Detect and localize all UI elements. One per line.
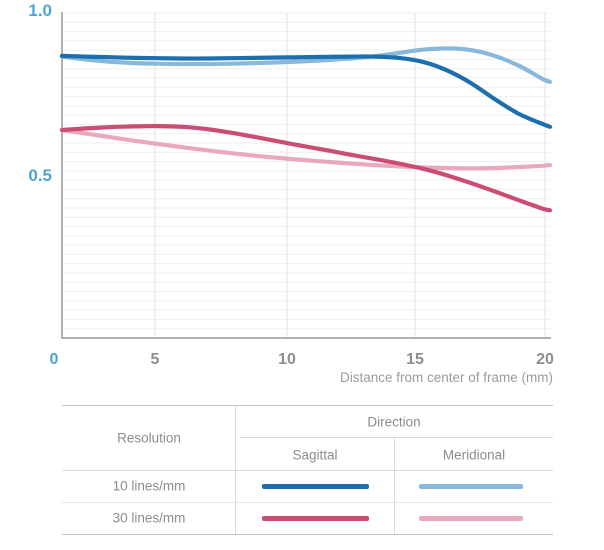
row-label-10-lines: 10 lines/mm	[112, 478, 186, 494]
x-axis-label-10: 10	[278, 351, 296, 368]
legend-table: Resolution Direction Sagittal Meridional…	[62, 405, 553, 535]
x-axis-label-5: 5	[150, 351, 160, 368]
row-label-30-lines: 30 lines/mm	[112, 510, 186, 526]
table-border-top	[62, 405, 553, 406]
resolution-header: Resolution	[117, 430, 181, 446]
sagittal-header: Sagittal	[292, 447, 338, 463]
curve-10-lines-mm-sagittal	[59, 53, 553, 129]
x-axis-title: Distance from center of frame (mm)	[339, 370, 553, 385]
table-row-separator	[62, 502, 553, 503]
curve-30-lines-mm-sagittal	[59, 123, 553, 213]
meridional-header: Meridional	[442, 447, 506, 463]
x-axis-label-20: 20	[536, 351, 554, 368]
table-border-bottom	[62, 534, 553, 535]
curve-10-lines-mm-meridional	[59, 46, 553, 84]
direction-header: Direction	[367, 414, 421, 430]
swatch-10-sagittal	[262, 484, 369, 489]
x-axis-label-0: 0	[49, 351, 59, 368]
table-header-separator	[62, 470, 553, 471]
x-axis-label-15: 15	[406, 351, 424, 368]
mtf-chart: 1.0 0.5 0 5 10 15 20 Distance from cente…	[28, 1, 554, 385]
curve-30-lines-mm-meridional	[59, 127, 553, 171]
table-divider-sagittal-meridional	[394, 437, 395, 535]
swatch-30-meridional	[419, 516, 523, 521]
y-axis-label-mid: 0.5	[28, 166, 52, 185]
swatch-10-meridional	[419, 484, 523, 489]
chart-plot-canvas	[59, 12, 553, 339]
table-underline-direction	[240, 437, 553, 438]
swatch-30-sagittal	[262, 516, 369, 521]
y-axis-label-top: 1.0	[28, 1, 52, 20]
